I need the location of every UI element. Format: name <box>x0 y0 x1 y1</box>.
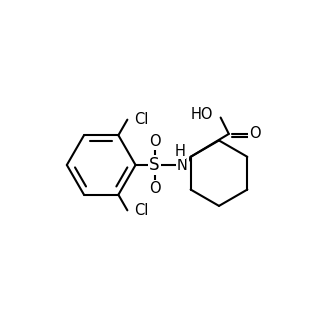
Text: N: N <box>177 157 188 173</box>
Text: S: S <box>149 156 160 174</box>
Text: O: O <box>249 126 261 142</box>
Text: O: O <box>149 181 160 196</box>
Text: O: O <box>149 134 160 149</box>
Text: H: H <box>174 144 185 159</box>
Text: Cl: Cl <box>135 203 149 218</box>
Text: HO: HO <box>191 107 214 122</box>
Text: Cl: Cl <box>135 112 149 126</box>
